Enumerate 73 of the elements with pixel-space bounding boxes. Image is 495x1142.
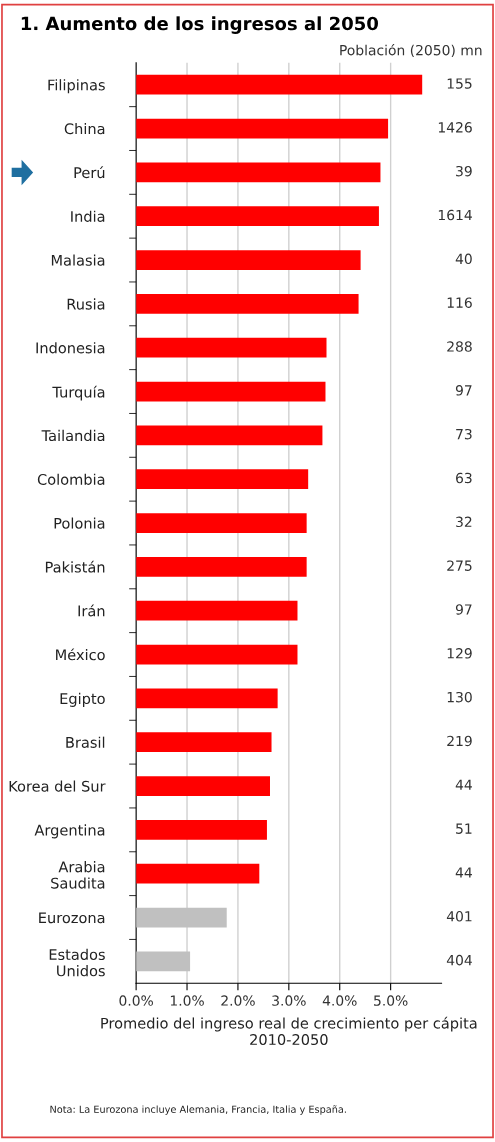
y-tick-label: Perú <box>74 166 105 179</box>
annotation: 1426 <box>438 122 472 133</box>
text: 97 <box>455 604 472 615</box>
bar <box>136 337 327 358</box>
text: 51 <box>456 823 472 834</box>
text: 275 <box>447 560 472 571</box>
y-tick-label: Eurozona <box>39 912 105 924</box>
y-tick-label: Filipinas <box>48 79 105 94</box>
bar <box>136 162 381 183</box>
x-tick-label: 1.0% <box>170 995 204 1006</box>
bar <box>136 513 307 533</box>
bar <box>136 644 298 665</box>
text: 219 <box>447 735 472 747</box>
y-tick-label: Colombia <box>37 473 105 485</box>
bar <box>136 732 272 753</box>
bar <box>136 907 227 928</box>
bar <box>136 819 267 840</box>
x-tick-label: 3.0% <box>272 995 306 1006</box>
x-tick-label: 4.0% <box>322 995 357 1006</box>
bar <box>136 381 326 402</box>
bar <box>136 688 278 709</box>
text: 39 <box>456 165 472 177</box>
bar <box>136 469 309 490</box>
y-tick-label: Irán <box>78 604 105 617</box>
y-tick-label: Tailandia <box>41 429 105 442</box>
text: 116 <box>447 297 472 308</box>
x-tick-label: 0.0% <box>119 995 153 1006</box>
bar <box>136 425 323 446</box>
bar <box>136 951 191 972</box>
bar <box>136 776 270 796</box>
y-tick-label: Indonesia <box>36 342 105 354</box>
text: 44 <box>455 867 472 878</box>
text: 404 <box>446 954 472 966</box>
text: 130 <box>447 691 472 703</box>
text: 97 <box>455 385 472 396</box>
y-tick-label: Arabia Saudita <box>51 861 105 889</box>
y-tick-label: Korea del Sur <box>9 780 106 792</box>
text: 63 <box>456 472 472 484</box>
annotation: 1614 <box>438 209 472 221</box>
bar <box>136 206 379 227</box>
bar <box>136 294 359 314</box>
x-tick-label: 2.0% <box>221 995 255 1006</box>
text: 288 <box>447 341 472 352</box>
text: 32 <box>456 516 472 528</box>
bar <box>136 600 298 621</box>
y-tick-label: Rusia <box>67 298 105 310</box>
chart-title: 1. Aumento de los ingresos al 2050 <box>21 16 378 34</box>
y-tick-label: Polonia <box>54 517 105 529</box>
bar <box>136 250 361 270</box>
y-tick-label: Malasia <box>51 254 105 266</box>
x-tick-label: 5.0% <box>374 995 408 1006</box>
bar <box>136 74 423 95</box>
bar <box>136 557 307 577</box>
x-axis-title: Promedio del ingreso real de crecimiento per cápita 2010-2050 <box>101 1016 477 1046</box>
text: 129 <box>447 648 472 659</box>
text: 401 <box>446 911 472 922</box>
text: 40 <box>455 253 472 265</box>
y-tick-label: Brasil <box>66 736 105 748</box>
y-tick-label: México <box>56 648 105 661</box>
y-tick-label: China <box>64 123 105 135</box>
bar <box>136 118 389 139</box>
text: 44 <box>455 779 472 790</box>
y-tick-label: Turquía <box>52 385 105 401</box>
bar <box>136 863 260 884</box>
y-tick-label: Estados Unidos <box>49 948 105 977</box>
text: 73 <box>456 428 472 440</box>
y-tick-label: Pakistán <box>45 560 105 573</box>
text: Población (2050) mn <box>340 44 482 58</box>
text: Nota: La Eurozona incluye Alemania, Francia, Italia y España. <box>50 1105 346 1115</box>
text: 155 <box>447 78 472 89</box>
y-tick-label: India <box>71 210 105 222</box>
y-tick-label: Egipto <box>60 692 105 707</box>
y-tick-label: Argentina <box>34 824 105 839</box>
